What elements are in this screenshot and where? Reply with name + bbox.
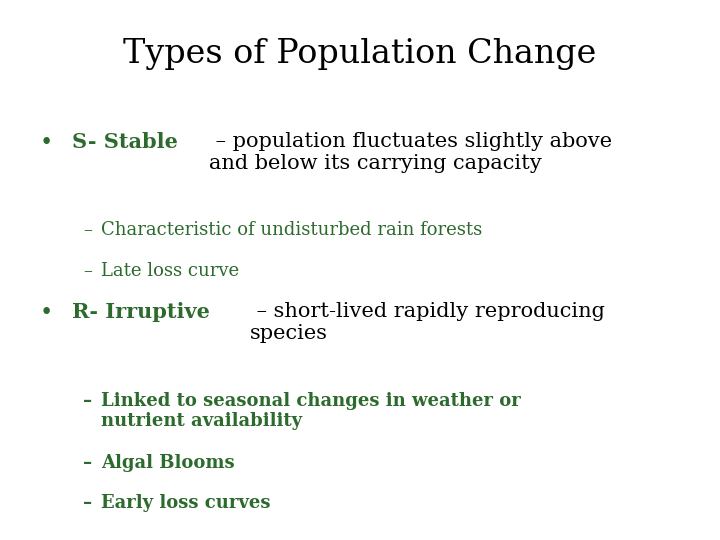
Text: Algal Blooms: Algal Blooms xyxy=(101,454,235,471)
Text: –: – xyxy=(83,454,92,471)
Text: – short-lived rapidly reproducing
species: – short-lived rapidly reproducing specie… xyxy=(250,302,605,343)
Text: –: – xyxy=(83,262,91,280)
Text: Early loss curves: Early loss curves xyxy=(101,494,270,512)
Text: S- Stable: S- Stable xyxy=(72,132,178,152)
Text: –: – xyxy=(83,392,92,409)
Text: – population fluctuates slightly above
and below its carrying capacity: – population fluctuates slightly above a… xyxy=(209,132,612,173)
Text: •: • xyxy=(40,302,53,325)
Text: •: • xyxy=(40,132,53,154)
Text: Late loss curve: Late loss curve xyxy=(101,262,239,280)
Text: Characteristic of undisturbed rain forests: Characteristic of undisturbed rain fores… xyxy=(101,221,482,239)
Text: –: – xyxy=(83,494,92,512)
Text: Linked to seasonal changes in weather or
nutrient availability: Linked to seasonal changes in weather or… xyxy=(101,392,521,430)
Text: R- Irruptive: R- Irruptive xyxy=(72,302,210,322)
Text: –: – xyxy=(83,221,91,239)
Text: Types of Population Change: Types of Population Change xyxy=(123,38,597,70)
